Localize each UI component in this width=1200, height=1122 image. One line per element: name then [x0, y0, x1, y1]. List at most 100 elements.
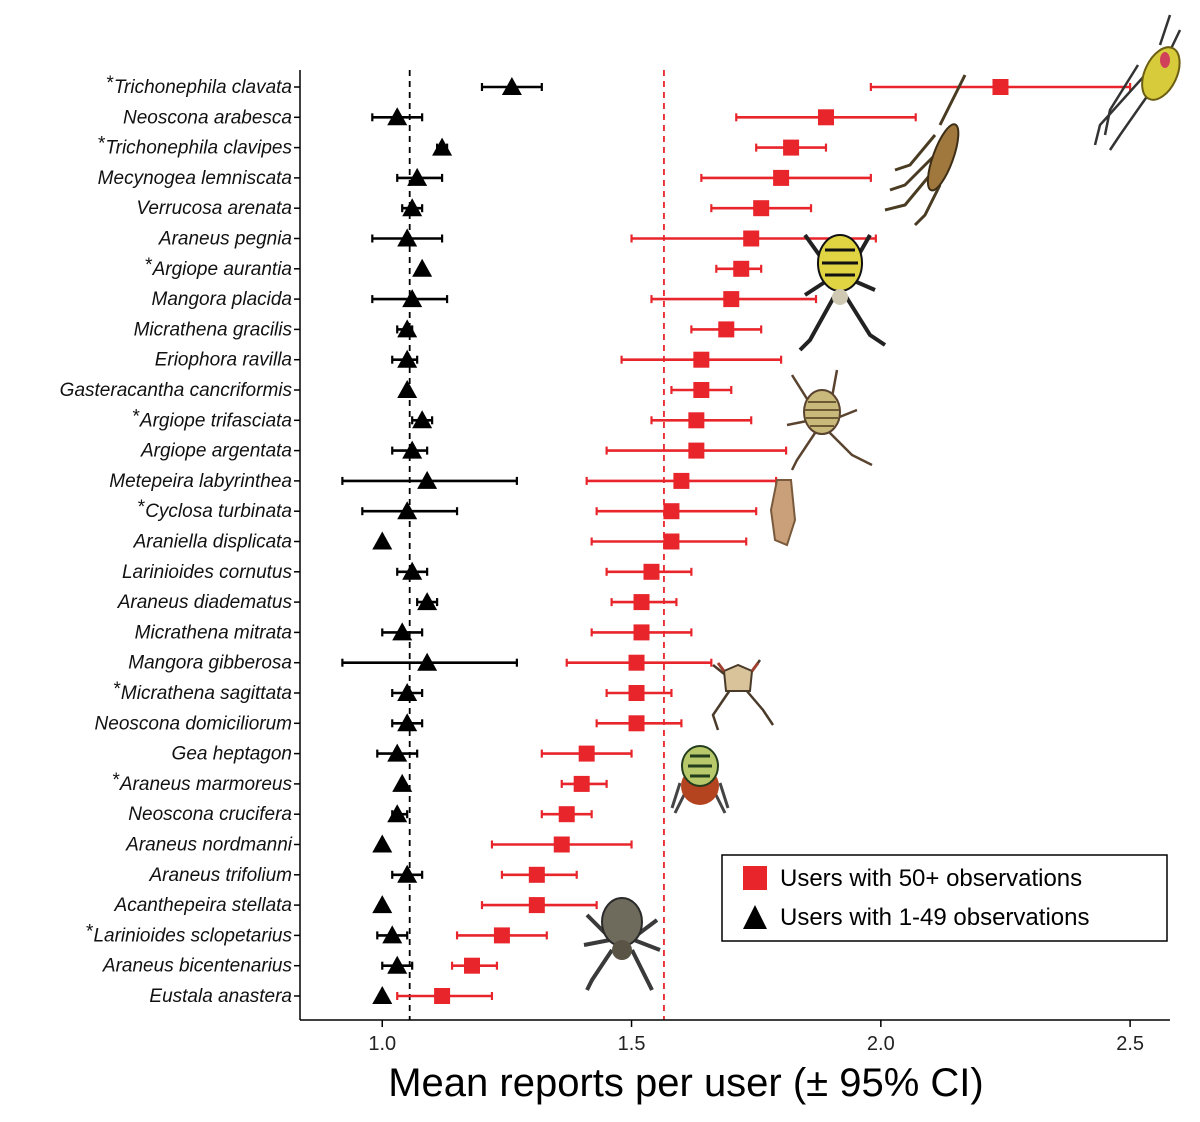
species-label: Araneus diadematus	[117, 592, 293, 613]
data-point-square	[528, 897, 545, 914]
species-label: Mangora gibberosa	[128, 653, 292, 674]
data-point-square	[573, 775, 590, 792]
legend-label-50-plus: Users with 50+ observations	[780, 865, 1082, 892]
species-name: Neoscona arabesca	[123, 107, 292, 128]
species-label: *Araneus marmoreus	[112, 770, 292, 795]
species-name: Gasteracantha cancriformis	[60, 380, 293, 401]
data-point-square	[688, 442, 705, 459]
data-point-triangle	[397, 228, 418, 247]
data-point-triangle	[397, 713, 418, 732]
legend-triangle-icon	[743, 905, 767, 929]
data-point-square	[783, 139, 800, 156]
species-name: Mangora placida	[152, 289, 292, 310]
data-point-square	[773, 169, 790, 186]
asterisk-marker: *	[98, 134, 106, 155]
species-name: Verrucosa arenata	[136, 198, 292, 219]
species-label: Gea heptagon	[172, 744, 292, 765]
data-point-square	[464, 957, 481, 974]
data-point-triangle	[372, 834, 393, 853]
asterisk-marker: *	[106, 73, 114, 94]
data-point-triangle	[397, 319, 418, 338]
data-point-square	[643, 563, 660, 580]
species-label: *Cyclosa turbinata	[138, 497, 292, 522]
data-point-square	[693, 351, 710, 368]
x-tick-label: 1.0	[368, 1033, 396, 1055]
data-point-triangle	[402, 289, 423, 308]
species-label: Metepeira labyrinthea	[109, 471, 292, 492]
legend: Users with 50+ observations Users with 1…	[721, 854, 1168, 942]
species-name: Trichonephila clavipes	[105, 138, 292, 159]
asterisk-marker: *	[133, 406, 141, 427]
asterisk-marker: *	[145, 255, 153, 276]
species-label: Micrathena mitrata	[135, 622, 292, 643]
data-point-triangle	[392, 622, 413, 641]
data-point-square	[628, 715, 645, 732]
species-name: Araniella displicata	[133, 532, 292, 553]
data-point-triangle	[387, 955, 408, 974]
species-label: *Argiope trifasciata	[133, 406, 292, 431]
data-point-triangle	[397, 349, 418, 368]
data-point-square	[628, 654, 645, 671]
data-point-square	[633, 594, 650, 611]
data-point-triangle	[397, 501, 418, 520]
data-point-square	[817, 109, 834, 126]
species-label: Mangora placida	[152, 289, 292, 310]
species-label: *Micrathena sagittata	[114, 679, 293, 704]
x-axis-title: Mean reports per user (± 95% CI)	[388, 1061, 984, 1105]
data-point-square	[688, 412, 705, 429]
species-name: Larinioides sclopetarius	[93, 925, 292, 946]
spider-photo-cyclosa-turbinata	[769, 479, 797, 547]
data-point-triangle	[372, 531, 393, 550]
data-point-square	[723, 291, 740, 308]
data-point-triangle	[397, 683, 418, 701]
species-label: Neoscona crucifera	[128, 804, 292, 825]
species-name: Araneus nordmanni	[125, 835, 293, 856]
data-point-square	[743, 230, 760, 247]
species-name: Neoscona domiciliorum	[95, 713, 292, 734]
species-label: Araniella displicata	[133, 532, 292, 553]
species-label: Araneus bicentenarius	[102, 956, 293, 977]
spider-photo-araneus-marmoreus	[670, 745, 730, 814]
species-name: Metepeira labyrinthea	[109, 471, 292, 492]
data-point-square	[753, 200, 770, 217]
data-point-square	[693, 382, 710, 398]
species-name: Neoscona crucifera	[128, 804, 292, 825]
data-point-triangle	[417, 652, 438, 671]
data-point-square	[558, 806, 575, 823]
species-label: Micrathena gracilis	[134, 319, 293, 340]
data-point-triangle	[407, 167, 428, 186]
data-point-square	[493, 927, 510, 944]
species-label: *Trichonephila clavata	[106, 73, 292, 98]
species-name: Micrathena sagittata	[121, 683, 292, 704]
x-tick-label: 1.5	[618, 1033, 646, 1055]
species-name: Argiope aurantia	[152, 259, 292, 280]
data-point-triangle	[402, 198, 423, 217]
species-name: Gea heptagon	[172, 744, 292, 765]
spider-photo-larinioides-sclopetarius	[583, 897, 661, 991]
data-point-triangle	[412, 258, 433, 277]
species-label: Acanthepeira stellata	[114, 895, 292, 916]
data-point-square	[434, 988, 451, 1004]
species-label: Araneus nordmanni	[125, 835, 293, 856]
species-name: Trichonephila clavata	[114, 77, 292, 98]
data-point-triangle	[432, 137, 453, 156]
data-point-square	[528, 866, 545, 883]
data-point-triangle	[382, 925, 403, 944]
data-point-triangle	[372, 986, 393, 1004]
species-label: Larinioides cornutus	[122, 562, 293, 583]
data-point-square	[733, 260, 750, 277]
legend-box	[721, 854, 1168, 942]
species-label: *Argiope aurantia	[145, 255, 292, 280]
data-point-triangle	[387, 107, 408, 126]
species-name: Mecynogea lemniscata	[98, 168, 292, 189]
data-point-triangle	[412, 410, 433, 429]
data-point-square	[578, 745, 595, 762]
species-name: Cyclosa turbinata	[145, 501, 292, 522]
data-point-square	[673, 472, 690, 489]
species-name: Argiope trifasciata	[139, 410, 292, 431]
species-label: Mecynogea lemniscata	[98, 168, 292, 189]
data-point-triangle	[402, 561, 423, 580]
species-name: Micrathena gracilis	[134, 319, 293, 340]
species-name: Larinioides cornutus	[122, 562, 293, 583]
